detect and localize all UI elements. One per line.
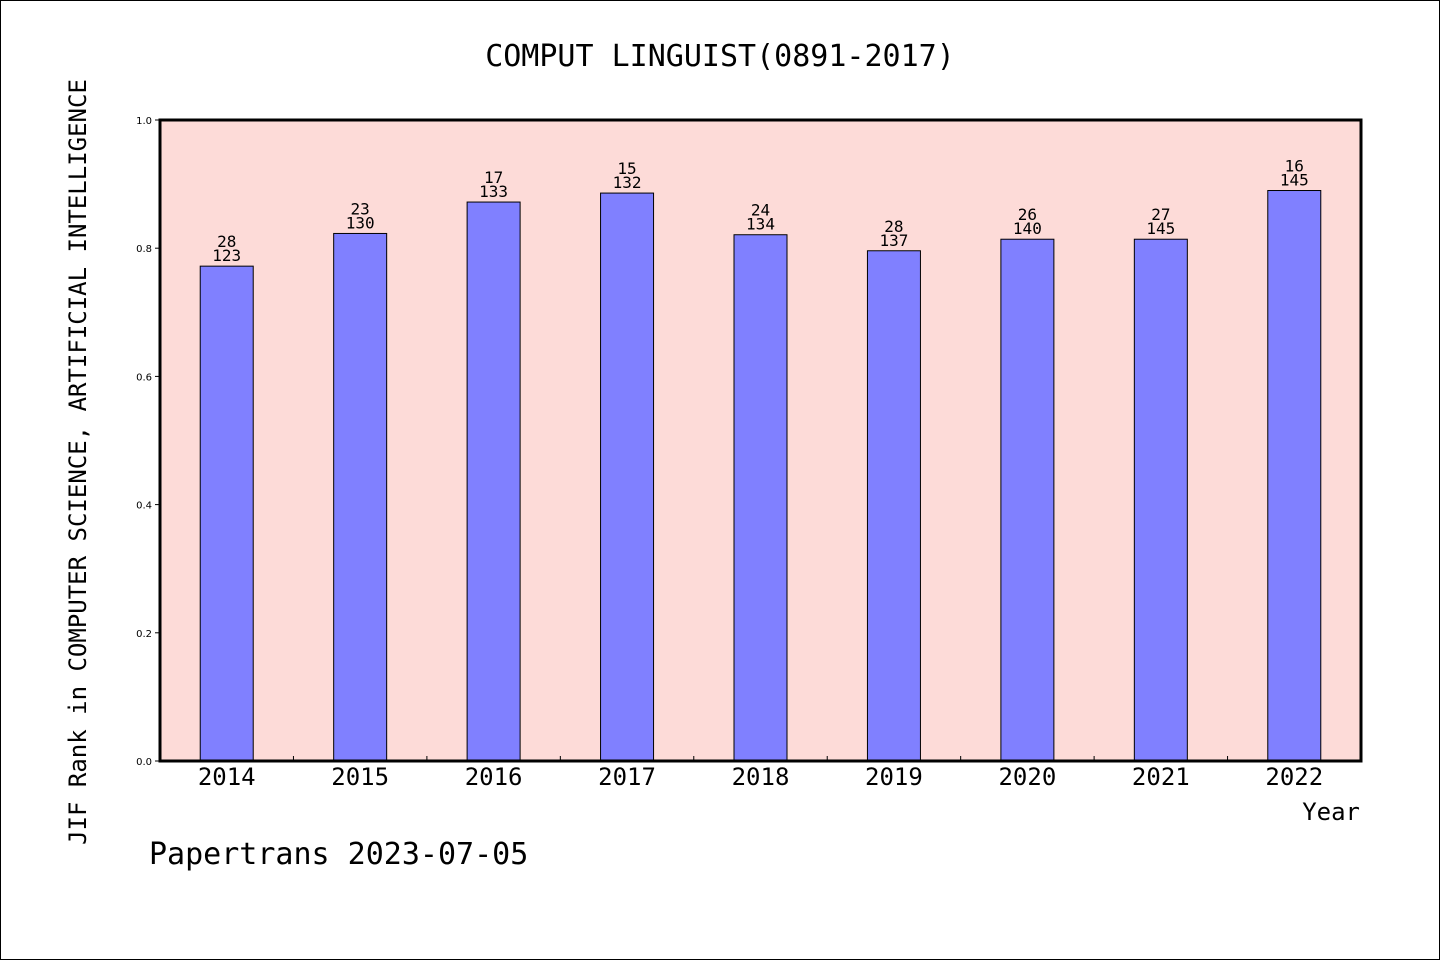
x-tick-label: 2021 xyxy=(1132,763,1190,791)
bar-total-label: 140 xyxy=(1013,219,1042,238)
x-tick-label: 2019 xyxy=(865,763,923,791)
bar-2019 xyxy=(866,250,921,762)
bar-total-label: 130 xyxy=(346,213,375,232)
bar-total-label: 145 xyxy=(1146,219,1175,238)
x-tick-label: 2018 xyxy=(732,763,790,791)
bar-rank-label: 23 xyxy=(351,199,370,218)
x-tick-label: 2015 xyxy=(331,763,389,791)
x-tick-label: 2014 xyxy=(198,763,256,791)
bar-2018 xyxy=(733,234,788,762)
bar-rank-label: 28 xyxy=(884,217,903,236)
y-tick-label: 1.0 xyxy=(136,116,152,127)
x-axis-label: Year xyxy=(1302,798,1360,826)
x-ticks-group: 2014 2015 2016 2017 2018 2019 2020 2021 2022 xyxy=(198,756,1323,791)
bar-2014 xyxy=(199,265,254,762)
bar-2017 xyxy=(600,192,655,762)
x-tick-label: 2022 xyxy=(1265,763,1323,791)
bar-rank-label: 26 xyxy=(1018,205,1037,224)
x-tick-label: 2020 xyxy=(998,763,1056,791)
bar-total-label: 145 xyxy=(1280,171,1309,190)
bar-rank-label: 17 xyxy=(484,168,503,187)
y-axis-label: JIF Rank in COMPUTER SCIENCE, ARTIFICIAL… xyxy=(64,79,92,845)
y-tick-label: 0.0 xyxy=(136,757,152,768)
bar-rank-label: 28 xyxy=(217,232,236,251)
y-tick-label: 0.4 xyxy=(136,501,152,512)
bar-total-label: 132 xyxy=(613,173,642,192)
bar-rank-label: 15 xyxy=(617,159,636,178)
bar-rank-label: 24 xyxy=(751,201,770,220)
bar-total-label: 123 xyxy=(212,246,241,265)
bar-2021 xyxy=(1133,238,1188,762)
y-ticks-group: 0.0 0.2 0.4 0.6 0.8 1.0 xyxy=(136,116,160,768)
plot-border xyxy=(158,118,1363,763)
y-tick-label: 0.6 xyxy=(136,372,152,383)
bar-rank-label: 16 xyxy=(1285,157,1304,176)
x-tick-label: 2017 xyxy=(598,763,656,791)
bars-group xyxy=(199,190,1322,762)
bar-total-label: 134 xyxy=(746,215,775,234)
chart-title: COMPUT LINGUIST(0891-2017) xyxy=(485,39,955,74)
bar-2020 xyxy=(1000,238,1055,762)
bar-total-label: 133 xyxy=(479,182,508,201)
footer-credit: Papertrans 2023-07-05 xyxy=(149,837,528,872)
bar-2016 xyxy=(466,201,521,762)
bar-2015 xyxy=(333,232,388,762)
bar-2022 xyxy=(1267,190,1322,762)
y-tick-label: 0.8 xyxy=(136,244,152,255)
y-tick-label: 0.2 xyxy=(136,629,152,640)
bar-total-label: 137 xyxy=(879,231,908,250)
x-tick-label: 2016 xyxy=(465,763,523,791)
bar-rank-label: 27 xyxy=(1151,205,1170,224)
